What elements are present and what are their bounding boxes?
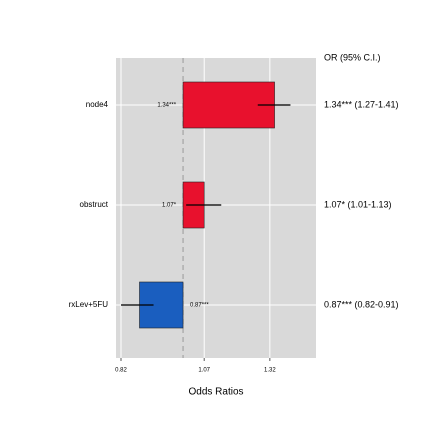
value-label: 1.07* bbox=[162, 203, 177, 209]
table-label: 0.87*** (0.82-0.91) bbox=[324, 299, 399, 309]
y-tick-label: obstruct bbox=[80, 200, 109, 209]
value-label: 1.34*** bbox=[157, 103, 176, 109]
value-label: 0.87*** bbox=[190, 303, 209, 309]
table-header: OR (95% C.I.) bbox=[324, 52, 381, 62]
table-label: 1.07* (1.01-1.13) bbox=[324, 199, 392, 209]
y-tick-label: rxLev+5FU bbox=[69, 300, 109, 309]
x-axis-label: Odds Ratios bbox=[188, 387, 243, 398]
table-label: 1.34*** (1.27-1.41) bbox=[324, 99, 399, 109]
x-tick-label: 1.32 bbox=[264, 368, 276, 374]
x-tick-label: 0.82 bbox=[115, 368, 127, 374]
y-tick-label: node4 bbox=[86, 100, 109, 109]
x-tick-label: 1.07 bbox=[198, 368, 210, 374]
